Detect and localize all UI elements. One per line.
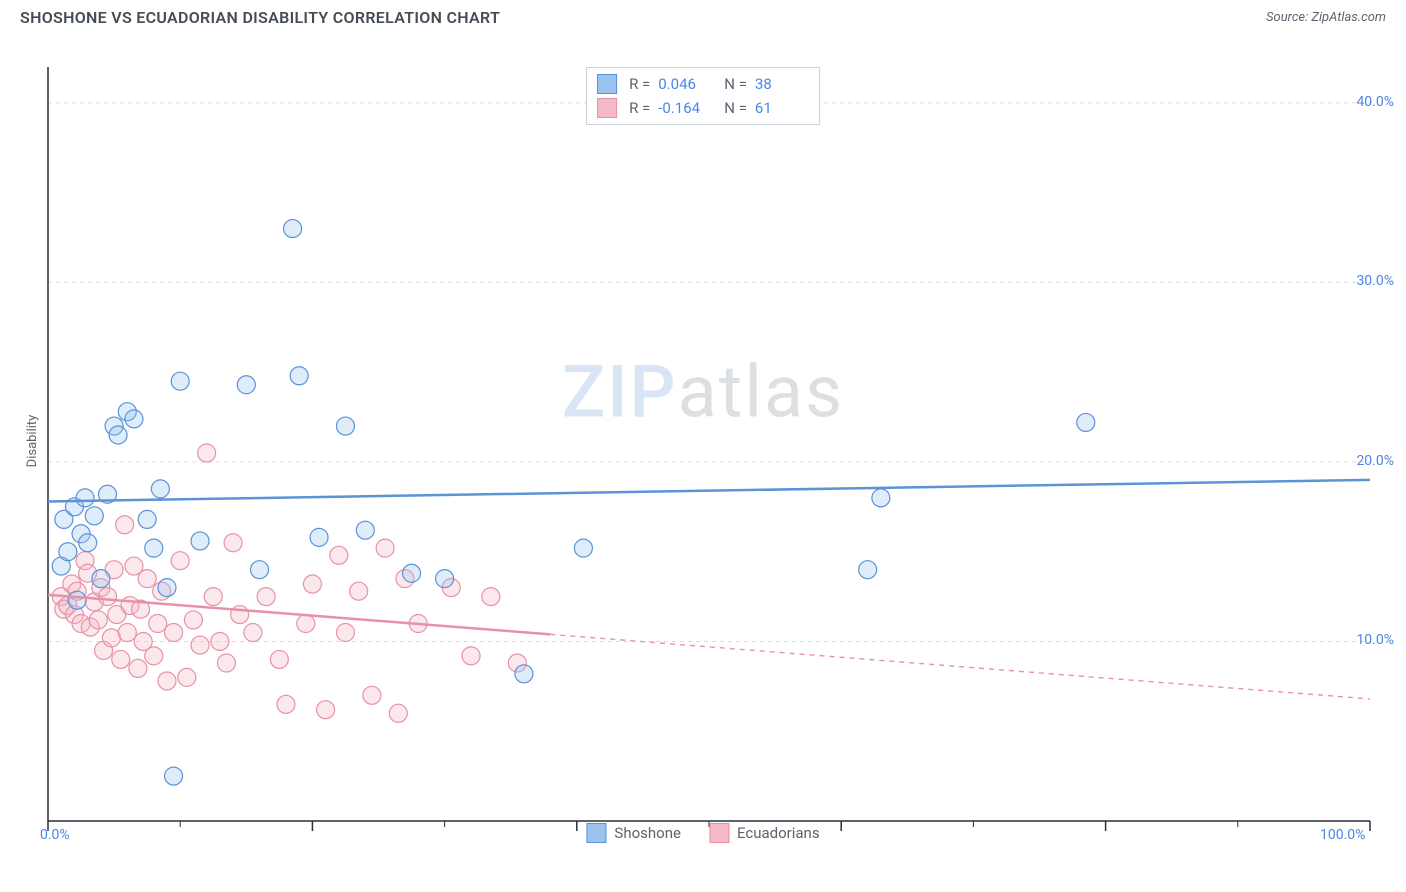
legend-label: Ecuadorians	[737, 824, 820, 842]
swatch-ecuadorians-icon	[709, 823, 729, 843]
legend-stats-box: R = 0.046 N = 38 R = -0.164 N = 61	[586, 67, 820, 125]
scatter-chart-svg	[0, 31, 1406, 851]
legend-stats-row-ecuadorians: R = -0.164 N = 61	[597, 96, 809, 120]
legend-label: Shoshone	[614, 824, 681, 842]
legend-series: Shoshone Ecuadorians	[586, 823, 819, 843]
x-tick-label-right: 100.0%	[1320, 827, 1365, 843]
y-tick-label: 20.0%	[1356, 453, 1394, 469]
swatch-ecuadorians-icon	[597, 98, 617, 118]
legend-item-shoshone: Shoshone	[586, 823, 681, 843]
y-tick-label: 40.0%	[1356, 94, 1394, 110]
x-tick-label-left: 0.0%	[40, 827, 70, 843]
y-tick-label: 10.0%	[1356, 632, 1394, 648]
chart-title: SHOSHONE VS ECUADORIAN DISABILITY CORREL…	[20, 8, 500, 27]
y-axis-label: Disability	[25, 415, 40, 468]
source-attribution: Source: ZipAtlas.com	[1266, 10, 1386, 25]
swatch-shoshone-icon	[586, 823, 606, 843]
chart-container: Disability ZIPatlas R = 0.046 N = 38 R =…	[0, 31, 1406, 851]
swatch-shoshone-icon	[597, 74, 617, 94]
legend-stats-row-shoshone: R = 0.046 N = 38	[597, 72, 809, 96]
legend-item-ecuadorians: Ecuadorians	[709, 823, 820, 843]
y-tick-label: 30.0%	[1356, 273, 1394, 289]
